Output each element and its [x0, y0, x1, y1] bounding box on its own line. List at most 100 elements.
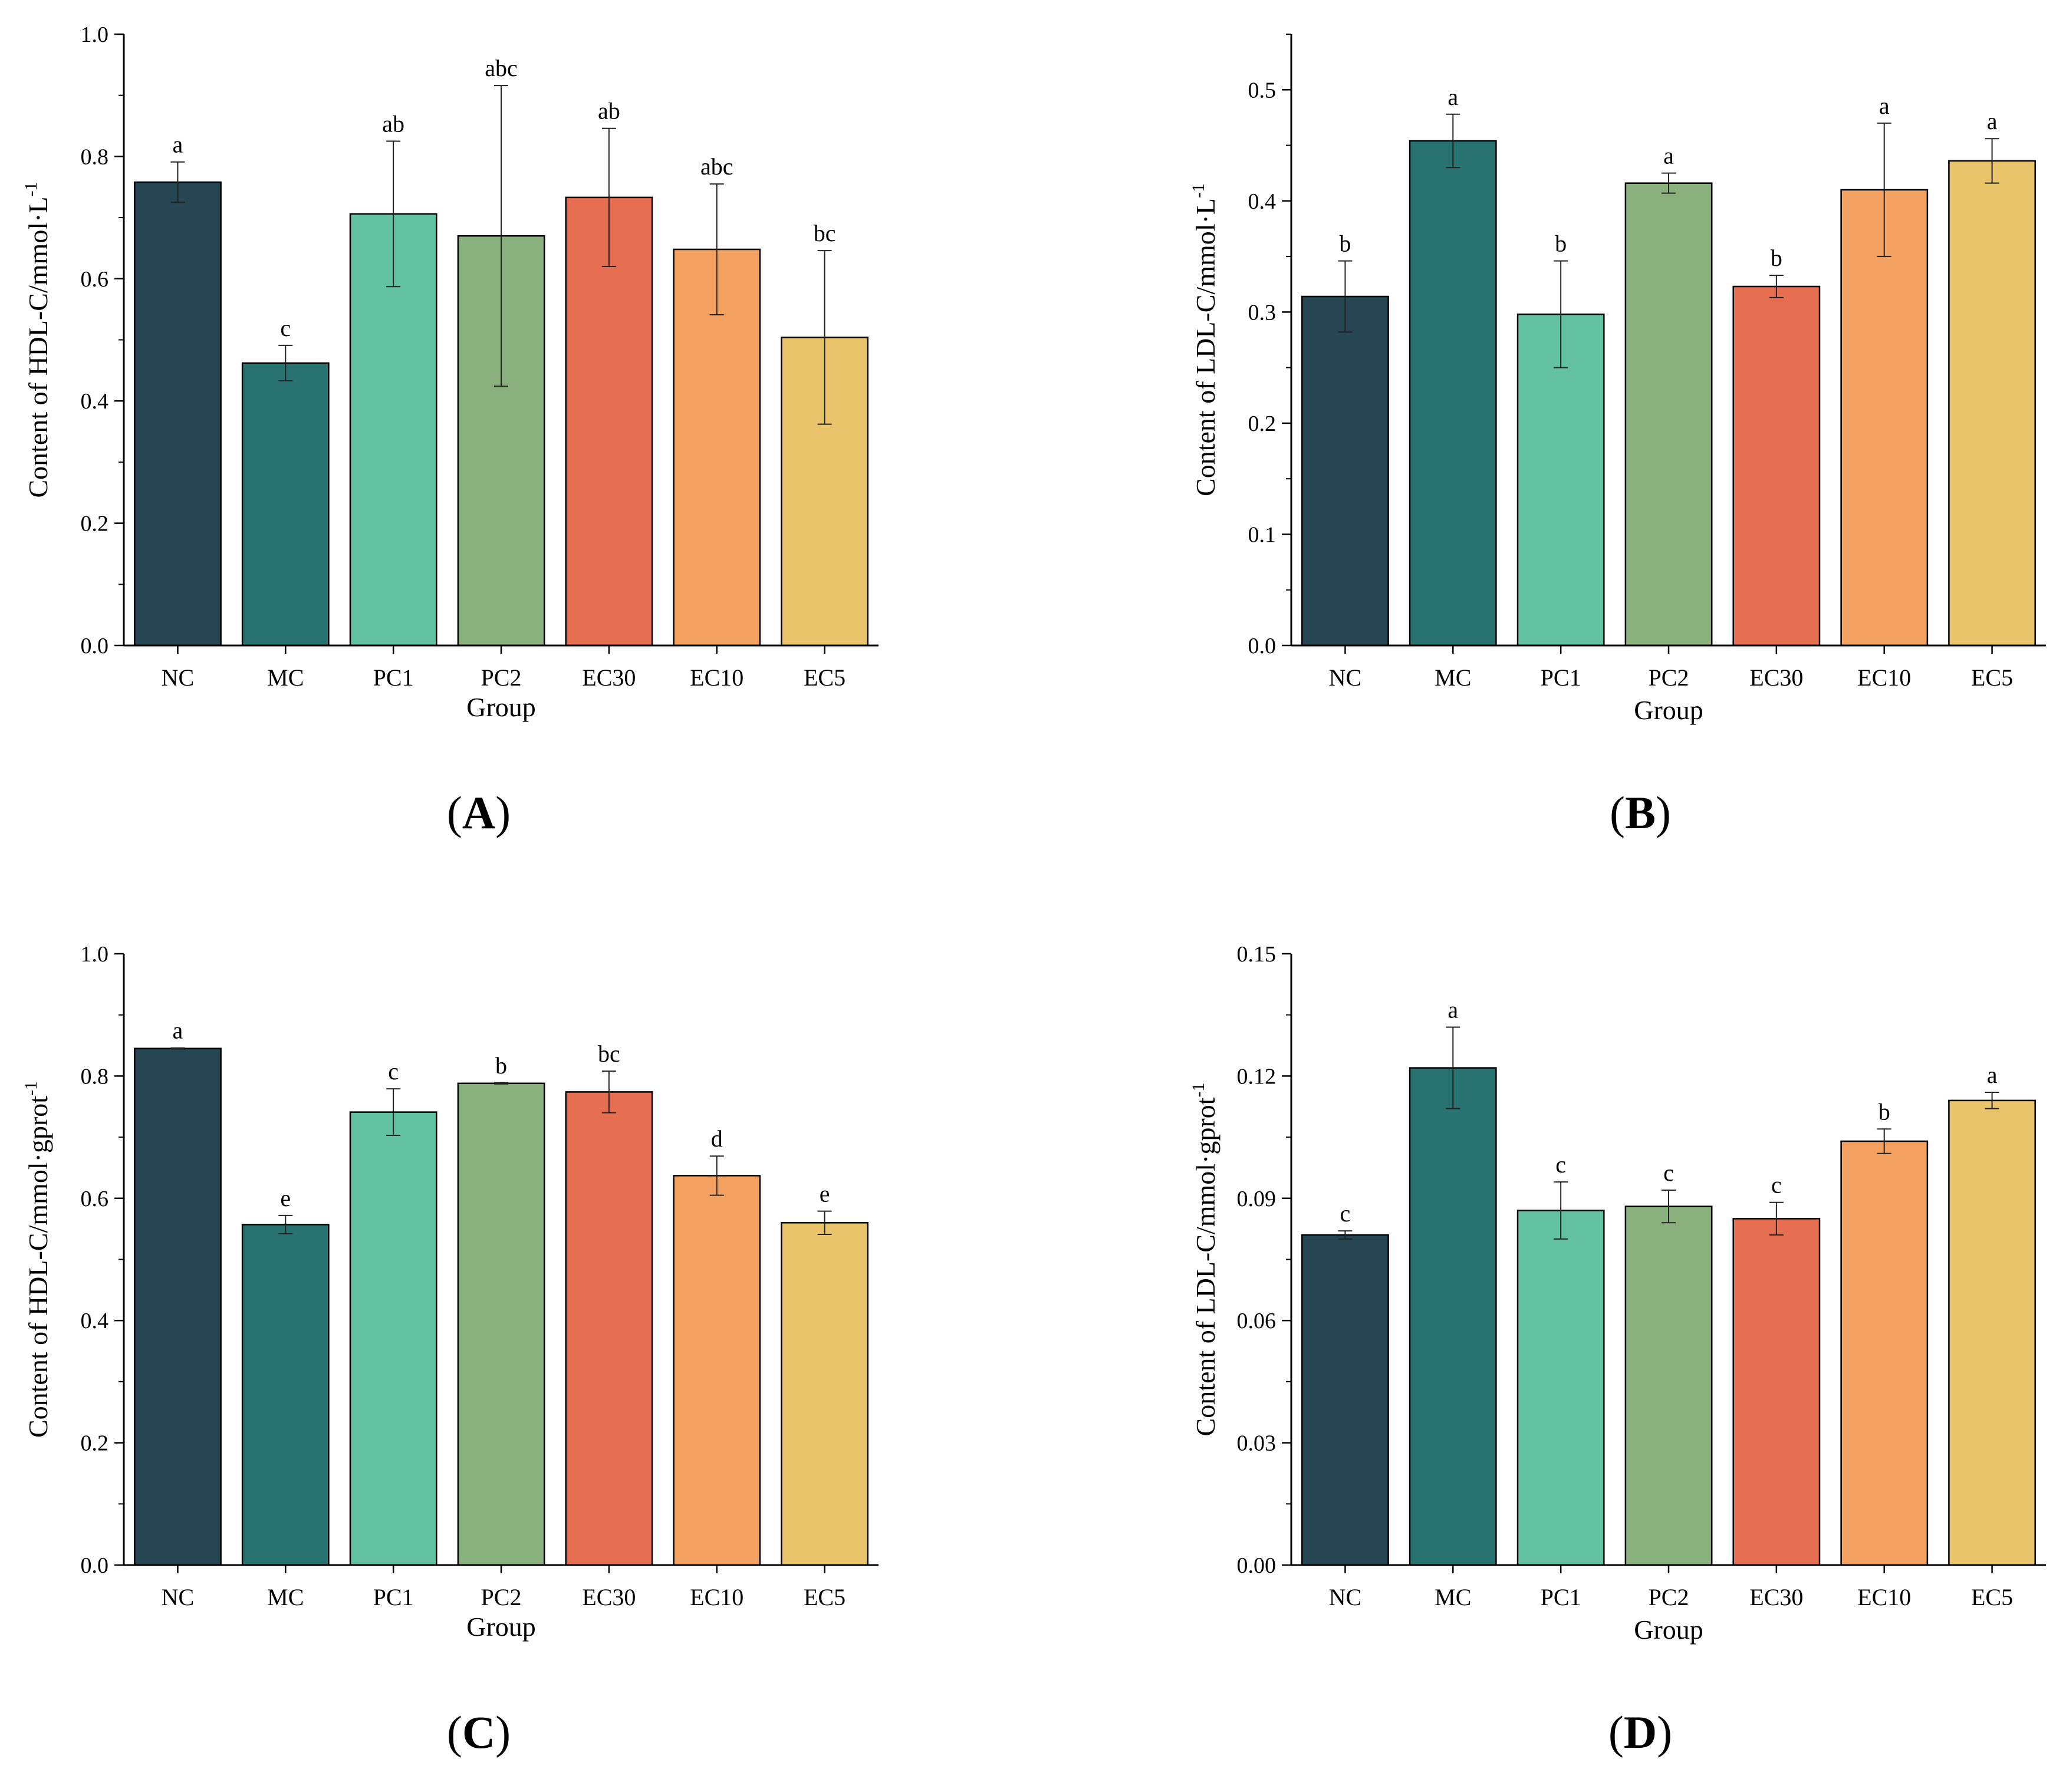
chart-panel-b: b NC a MC b PC1 a PC2 b EC30 a EC10 a EC5 0.0 0.1 0.2 0.3… [1189, 34, 2046, 838]
panel-label-paren-open: ( [1608, 1707, 1624, 1758]
panel-label: (A) [447, 787, 511, 838]
y-axis-title-superscript: -1 [1189, 183, 1208, 198]
x-tick-label: PC2 [481, 1584, 522, 1610]
x-tick-label: MC [267, 664, 304, 691]
bar-ec10 [1840, 189, 1929, 647]
x-tick-label: MC [1435, 664, 1471, 691]
y-tick-label: 0.00 [1237, 1553, 1277, 1578]
chart-panel-c: a NC e MC c PC1 b PC2 bc EC30 d EC10 e EC5 0.0 0.2 0.4 0.… [21, 942, 879, 1758]
bar-mc [241, 1224, 330, 1566]
bar-ec5 [1948, 1099, 2036, 1566]
x-tick-label: PC1 [373, 664, 414, 691]
y-axis-title: Content of HDL-C/mmol·gprot-1 [21, 1081, 53, 1438]
significance-label: c [280, 315, 291, 341]
y-tick-label: 0.0 [81, 1553, 109, 1578]
panel-label: (B) [1610, 787, 1671, 838]
panel-label: (D) [1608, 1707, 1672, 1758]
x-tick-label: EC30 [582, 1584, 636, 1610]
x-tick-label: PC1 [1541, 664, 1581, 691]
panel-label-letter: B [1625, 787, 1656, 838]
y-tick-label: 0.1 [1248, 522, 1277, 547]
x-tick-label: EC10 [1857, 664, 1911, 691]
bar-nc [1301, 295, 1389, 647]
y-axis-title-text: Content of HDL-C/mmol·L [23, 196, 53, 498]
panel-label: (C) [447, 1707, 511, 1758]
x-tick-label: EC10 [690, 664, 744, 691]
bar-ec5 [1948, 160, 2036, 647]
significance-label: e [820, 1181, 830, 1207]
significance-label: abc [700, 153, 733, 180]
x-tick-label: NC [162, 1584, 195, 1610]
y-tick-label: 0.8 [81, 144, 109, 169]
x-tick-label: MC [267, 1584, 304, 1610]
y-tick-label: 1.0 [81, 22, 109, 47]
y-tick-label: 0.09 [1237, 1187, 1277, 1211]
significance-label: c [1771, 1172, 1782, 1198]
bar-ec30 [1732, 1218, 1821, 1566]
significance-label: a [173, 131, 183, 158]
x-tick-label: NC [1329, 664, 1362, 691]
y-tick-label: 0.2 [1248, 411, 1277, 436]
significance-label: a [1987, 1062, 1998, 1088]
panel-label-letter: A [462, 787, 495, 838]
x-axis-title: Group [466, 1612, 536, 1642]
significance-label: a [1879, 93, 1890, 119]
x-tick-label: PC1 [373, 1584, 414, 1610]
panel-label-paren-close: ) [495, 1707, 511, 1758]
significance-label: a [1447, 84, 1458, 110]
bar-nc [134, 181, 222, 647]
panel-label-letter: C [462, 1707, 495, 1758]
y-tick-label: 0.12 [1237, 1064, 1277, 1089]
x-axis-title: Group [1634, 695, 1703, 725]
x-tick-label: PC1 [1541, 1584, 1581, 1610]
significance-label: a [1447, 996, 1458, 1023]
panel-label-paren-close: ) [1656, 787, 1671, 838]
x-tick-label: PC2 [1649, 664, 1689, 691]
x-tick-label: PC2 [481, 664, 522, 691]
bar-mc [241, 362, 330, 647]
bar-nc [134, 1047, 222, 1566]
y-tick-label: 0.06 [1237, 1309, 1277, 1333]
y-tick-label: 0.6 [81, 267, 109, 292]
significance-label: b [495, 1052, 507, 1079]
bar-ec30 [1732, 285, 1821, 647]
y-axis-title-superscript: -1 [1189, 1083, 1208, 1098]
significance-label: bc [598, 1040, 620, 1067]
bar-nc [1301, 1234, 1389, 1566]
significance-label: bc [814, 220, 836, 246]
x-tick-label: MC [1435, 1584, 1471, 1610]
bar-ec10 [673, 1175, 761, 1566]
significance-label: c [1555, 1151, 1566, 1178]
x-tick-label: EC30 [1749, 664, 1803, 691]
bar-ec30 [565, 1091, 653, 1566]
panel-label-paren-close: ) [495, 787, 511, 838]
x-tick-label: EC10 [690, 1584, 744, 1610]
y-axis-title-superscript: -1 [21, 182, 41, 196]
x-axis-title: Group [466, 692, 536, 722]
y-tick-label: 0.5 [1248, 78, 1277, 103]
x-tick-label: EC10 [1857, 1584, 1911, 1610]
significance-label: b [1339, 230, 1351, 257]
y-tick-label: 0.2 [81, 512, 109, 536]
bar-mc [1409, 140, 1497, 647]
panel-label-paren-open: ( [447, 1707, 462, 1758]
chart-panel-d: c NC a MC c PC1 c PC2 c EC30 b EC10 a EC5 0.00 0.03 0.06… [1189, 942, 2046, 1758]
bar-ec10 [1840, 1140, 1929, 1566]
significance-label: b [1555, 230, 1567, 257]
significance-label: c [388, 1058, 399, 1085]
y-axis-title-text: Content of HDL-C/mmol·gprot [23, 1096, 53, 1438]
significance-label: d [711, 1125, 723, 1152]
y-tick-label: 0.4 [81, 1309, 109, 1333]
y-axis-title: Content of HDL-C/mmol·L-1 [21, 182, 53, 498]
bar-pc2 [1624, 1205, 1713, 1566]
significance-label: b [1879, 1098, 1890, 1125]
x-tick-label: EC30 [1749, 1584, 1803, 1610]
x-tick-label: NC [1329, 1584, 1362, 1610]
bar-ec10 [673, 248, 761, 647]
significance-label: a [1987, 108, 1998, 134]
panel-label-letter: D [1624, 1707, 1657, 1758]
bar-ec5 [781, 1222, 868, 1566]
y-axis-title: Content of LDL-C/mmol·L-1 [1189, 183, 1220, 496]
panel-label-paren-open: ( [1610, 787, 1625, 838]
